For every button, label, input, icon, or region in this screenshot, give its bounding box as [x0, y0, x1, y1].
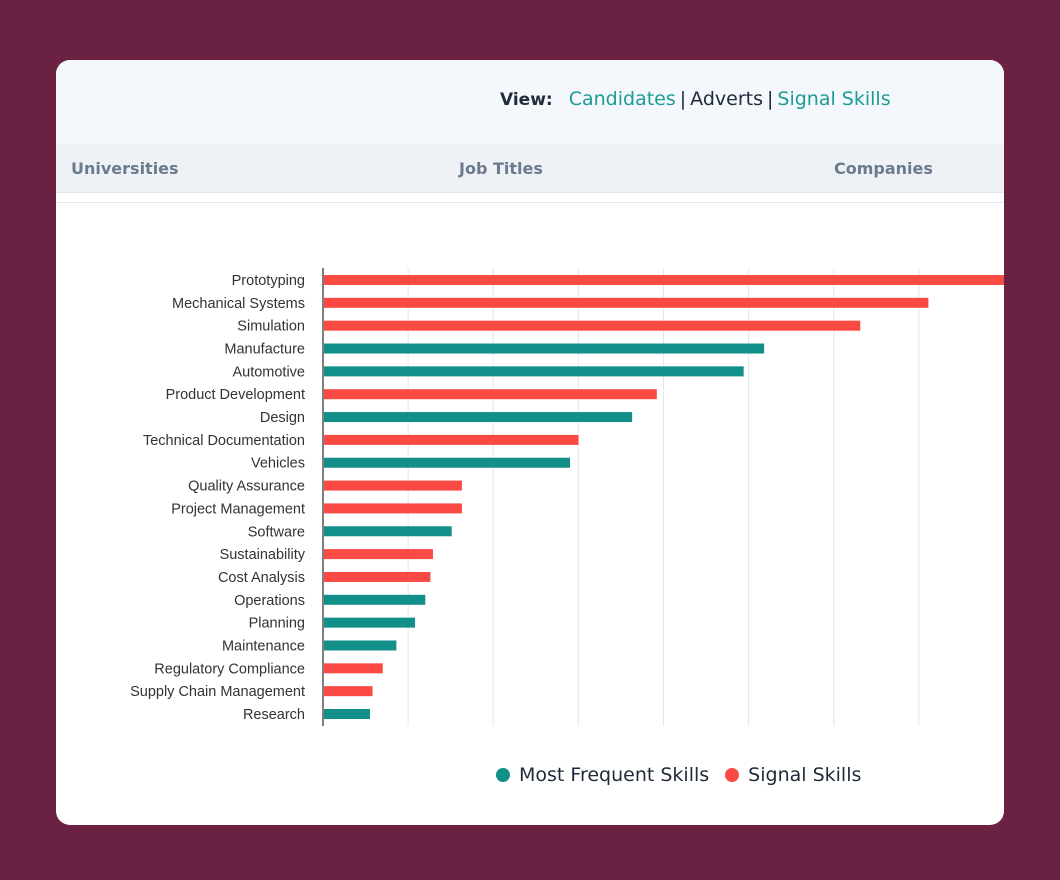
- view-header: View: Candidates | Adverts | Signal Skil…: [56, 60, 1004, 144]
- y-tick-label: Vehicles: [251, 456, 305, 472]
- bar-quality-assurance: [324, 480, 462, 491]
- tab-universities[interactable]: Universities: [71, 159, 179, 178]
- bar-research: [324, 709, 370, 719]
- bar-mechanical-systems: [324, 297, 929, 308]
- view-switcher: View: Candidates | Adverts | Signal Skil…: [500, 88, 891, 110]
- y-tick-label: Product Development: [166, 387, 305, 403]
- bar-software: [324, 526, 452, 537]
- bar-simulation: [324, 320, 861, 331]
- view-option-adverts[interactable]: Adverts: [690, 88, 763, 110]
- category-tabs: Universities Job Titles Companies: [56, 144, 1004, 193]
- view-option-candidates[interactable]: Candidates: [568, 88, 676, 110]
- header-divider: [56, 202, 1004, 203]
- bar-supply-chain-management: [324, 686, 373, 697]
- bar-prototyping: [324, 275, 1004, 285]
- legend-item-signal[interactable]: Signal Skills: [725, 764, 861, 786]
- y-tick-label: Mechanical Systems: [172, 296, 305, 312]
- chart-legend: Most Frequent Skills Signal Skills: [496, 764, 877, 786]
- y-tick-label: Technical Documentation: [143, 433, 305, 449]
- y-tick-label: Automotive: [232, 364, 305, 380]
- legend-label-frequent: Most Frequent Skills: [519, 764, 710, 786]
- y-tick-label: Manufacture: [224, 342, 305, 358]
- bar-planning: [324, 617, 416, 628]
- legend-label-signal: Signal Skills: [748, 764, 862, 786]
- legend-dot-frequent: [496, 768, 510, 782]
- bar-vehicles: [324, 457, 571, 468]
- bar-project-management: [324, 503, 462, 514]
- y-tick-label: Supply Chain Management: [130, 684, 305, 700]
- y-tick-label: Software: [248, 524, 305, 540]
- bar-product-development: [324, 389, 657, 400]
- bar-automotive: [324, 366, 744, 377]
- legend-item-frequent[interactable]: Most Frequent Skills: [496, 764, 709, 786]
- tab-companies[interactable]: Companies: [834, 159, 933, 178]
- y-tick-label: Project Management: [171, 501, 305, 517]
- view-separator: |: [767, 88, 774, 110]
- y-tick-label: Planning: [249, 616, 305, 632]
- chart-card: View: Candidates | Adverts | Signal Skil…: [56, 60, 1004, 825]
- bar-cost-analysis: [324, 571, 431, 582]
- skills-bar-chart: Prototyping Mechanical Systems Simulation M…: [130, 268, 1004, 726]
- view-label: View:: [500, 90, 553, 110]
- bar-operations: [324, 594, 426, 605]
- y-tick-label: Maintenance: [222, 638, 305, 654]
- bar-manufacture: [324, 343, 765, 354]
- y-tick-label: Research: [243, 707, 305, 723]
- tab-job-titles[interactable]: Job Titles: [459, 159, 543, 178]
- y-tick-label: Sustainability: [220, 547, 306, 563]
- y-tick-label: Cost Analysis: [218, 570, 305, 586]
- bar-sustainability: [324, 549, 433, 560]
- bar-maintenance: [324, 640, 397, 651]
- y-tick-label: Design: [260, 410, 305, 426]
- bar-technical-documentation: [324, 434, 579, 445]
- y-tick-label: Operations: [234, 593, 305, 609]
- bar-design: [324, 412, 633, 423]
- y-tick-label: Simulation: [237, 319, 305, 335]
- bar-regulatory-compliance: [324, 663, 383, 674]
- view-separator: |: [679, 88, 687, 110]
- y-tick-label: Quality Assurance: [188, 479, 305, 495]
- y-tick-label: Prototyping: [232, 273, 305, 289]
- view-option-signal-skills[interactable]: Signal Skills: [777, 88, 891, 110]
- legend-dot-signal: [725, 768, 740, 782]
- y-tick-label: Regulatory Compliance: [154, 661, 305, 677]
